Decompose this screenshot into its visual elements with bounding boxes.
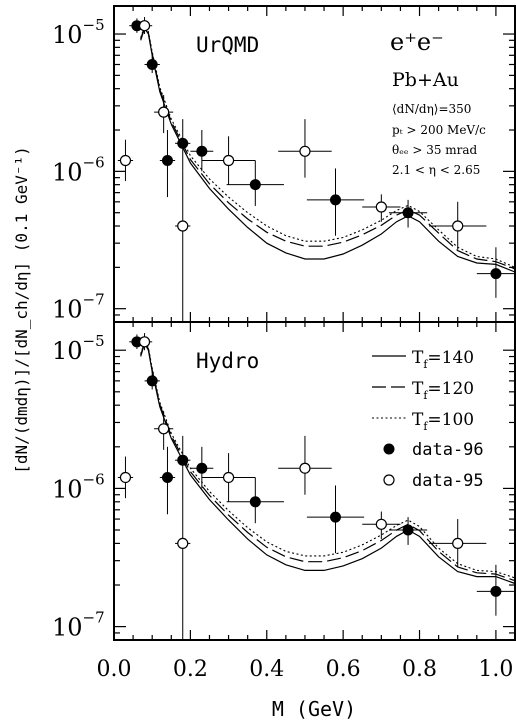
x-tick-label: 0.6 (326, 657, 361, 682)
curve-solid (140, 26, 516, 273)
data-point-filled (402, 524, 414, 536)
data-point-open (138, 20, 151, 32)
x-tick-label: 0.0 (97, 657, 132, 682)
y-tick-label: 10−5 (52, 332, 105, 365)
data-point-filled (402, 207, 414, 219)
y-tick-label: 10−6 (52, 470, 105, 503)
data-point-open (299, 145, 311, 157)
curve-solid (140, 341, 516, 585)
bottom-panel-frame (113, 321, 516, 641)
x-tick-label: 1.0 (478, 657, 513, 682)
data-point-filled (196, 145, 208, 157)
tick-labels: 10−7 10−6 10−5 10−7 10−6 10−5 0.0 0.2 0.4 0.6 0.8 1… (52, 16, 513, 682)
reaction-annotation: e⁺e⁻ (390, 28, 444, 56)
y-tick-label: 10−7 (52, 609, 105, 642)
data-point-open (299, 462, 311, 474)
data-point-open (222, 471, 235, 484)
legend-marker-data96 (383, 443, 395, 455)
curve-dashed (140, 340, 516, 582)
data-point-open (375, 518, 387, 530)
data-point-open (452, 220, 464, 232)
x-axis-title: M (GeV) (272, 697, 356, 721)
data-point-filled (490, 268, 502, 280)
legend-label-tf140: Tf=140 (412, 348, 474, 371)
curve-dotted (140, 24, 516, 268)
curve-dashed (140, 25, 516, 270)
data-point-open (158, 423, 170, 435)
pt-cut-annotation: pₜ > 200 MeV/c (392, 123, 486, 137)
data-point-open (177, 537, 189, 550)
y-axis-title: [dN/(dmdη)]/[dN_ch/dη] (0.1 GeV⁻¹) (12, 146, 31, 474)
bottom-model-label: Hydro (196, 349, 259, 373)
legend-label-tf100: Tf=100 (412, 410, 474, 433)
data-point-open (375, 201, 387, 213)
data-point-filled (177, 137, 189, 149)
data-point-filled (161, 471, 173, 483)
multiplicity-annotation: ⟨dN/dη⟩=350 (392, 102, 471, 116)
eta-cut-annotation: 2.1 < η < 2.65 (392, 163, 480, 177)
system-annotation: Pb+Au (392, 69, 459, 91)
top-model-label: UrQMD (196, 33, 259, 57)
data-point-filled (161, 154, 173, 166)
data-point-filled (146, 375, 158, 387)
data-point-open (452, 537, 464, 550)
legend-label-data96: data-96 (412, 440, 484, 460)
y-tick-label: 10−5 (52, 16, 105, 49)
x-tick-label: 0.4 (249, 657, 284, 682)
model-curves (140, 24, 516, 585)
y-tick-label: 10−6 (52, 153, 105, 186)
axis-ticks (113, 6, 516, 641)
data-point-open (119, 154, 132, 167)
data-point-filled (196, 462, 208, 474)
data-point-filled (490, 585, 502, 597)
data-point-filled (330, 194, 342, 206)
data-points (117, 17, 515, 640)
data-point-open (177, 220, 189, 232)
data-point-filled (330, 511, 342, 523)
x-tick-label: 0.8 (402, 657, 437, 682)
data-point-open (158, 106, 170, 118)
y-tick-label: 10−7 (52, 291, 105, 324)
data-point-filled (146, 58, 158, 70)
x-tick-label: 0.2 (173, 657, 208, 682)
legend-label-data95: data-95 (412, 471, 484, 491)
data-point-open (222, 154, 235, 167)
data-point-filled (249, 179, 261, 191)
legend-marker-data95 (383, 474, 395, 486)
data-point-filled (177, 454, 189, 466)
data-point-filled (249, 496, 261, 508)
theta-cut-annotation: θₑₑ > 35 mrad (392, 143, 478, 157)
data-point-open (138, 336, 151, 348)
legend-label-tf120: Tf=120 (412, 379, 474, 402)
legend: Tf=140 Tf=120 Tf=100 data-96 data-95 (372, 348, 484, 491)
data-point-open (119, 471, 132, 484)
